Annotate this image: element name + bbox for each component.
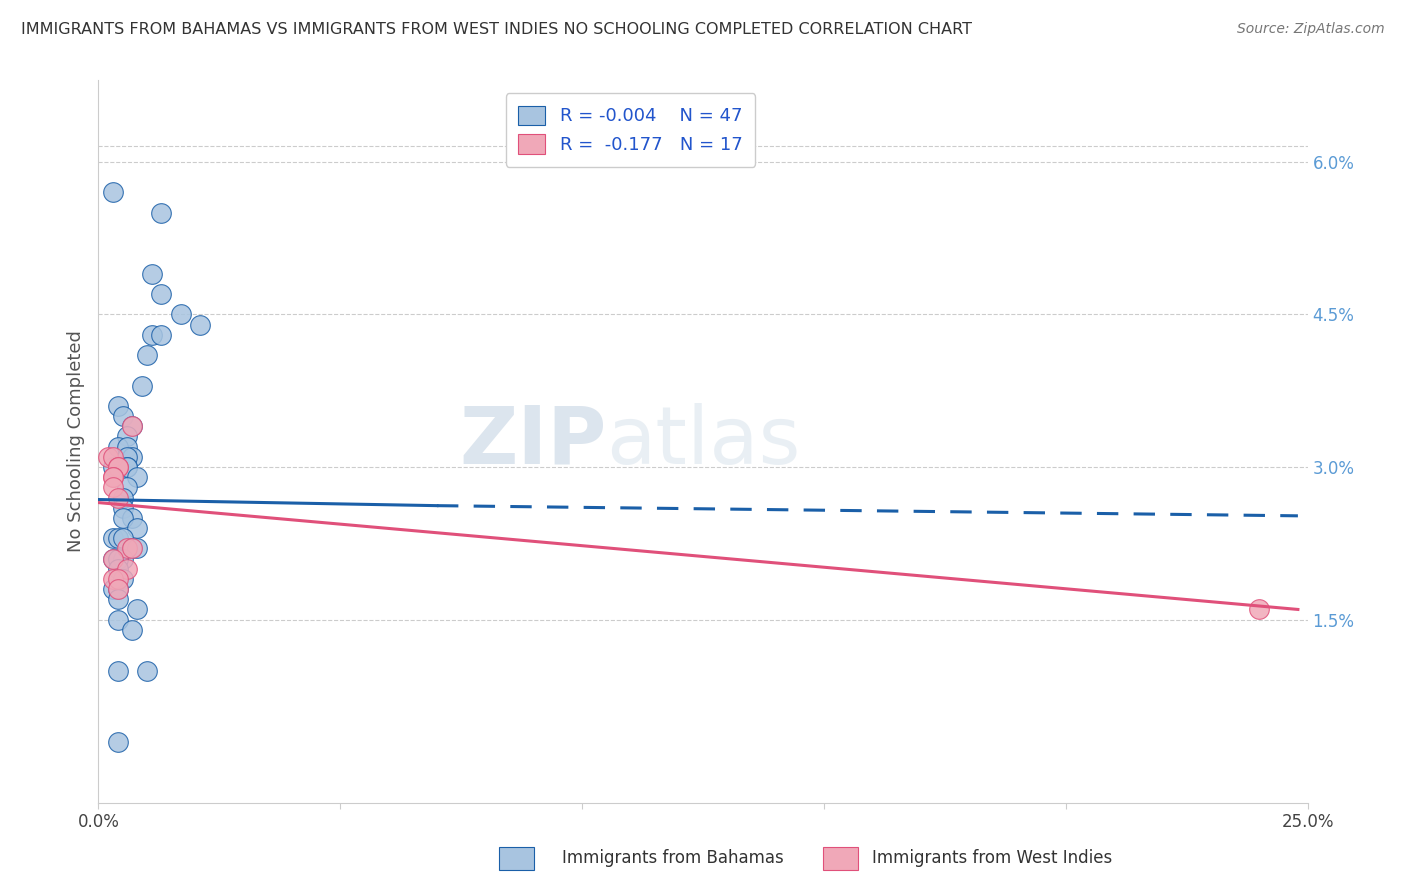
- Point: [107, 572, 129, 586]
- Point: [111, 491, 134, 505]
- Point: [117, 480, 139, 494]
- Point: [107, 460, 129, 475]
- Point: [111, 531, 134, 545]
- Point: [1249, 602, 1271, 616]
- Point: [121, 541, 143, 556]
- Point: [111, 511, 134, 525]
- Legend: R = -0.004    N = 47, R =  -0.177   N = 17: R = -0.004 N = 47, R = -0.177 N = 17: [506, 93, 755, 167]
- Point: [107, 735, 129, 749]
- Point: [127, 602, 149, 616]
- Point: [117, 460, 139, 475]
- Point: [117, 440, 139, 454]
- Point: [135, 348, 157, 362]
- Point: [101, 531, 124, 545]
- Point: [121, 419, 143, 434]
- Point: [107, 399, 129, 413]
- Point: [107, 531, 129, 545]
- Point: [97, 450, 120, 464]
- Point: [141, 327, 163, 342]
- Text: atlas: atlas: [606, 402, 800, 481]
- Point: [169, 307, 191, 321]
- Point: [121, 541, 143, 556]
- Point: [101, 185, 124, 199]
- Point: [101, 480, 124, 494]
- Point: [107, 440, 129, 454]
- Text: Immigrants from West Indies: Immigrants from West Indies: [872, 849, 1112, 867]
- Point: [127, 541, 149, 556]
- Point: [107, 460, 129, 475]
- Point: [150, 287, 173, 301]
- Point: [107, 592, 129, 607]
- Point: [107, 491, 129, 505]
- Point: [127, 521, 149, 535]
- Point: [107, 551, 129, 566]
- Point: [135, 664, 157, 678]
- Point: [101, 551, 124, 566]
- Text: ZIP: ZIP: [458, 402, 606, 481]
- Point: [111, 551, 134, 566]
- Text: Immigrants from Bahamas: Immigrants from Bahamas: [562, 849, 785, 867]
- Text: Source: ZipAtlas.com: Source: ZipAtlas.com: [1237, 22, 1385, 37]
- Point: [117, 460, 139, 475]
- Point: [107, 664, 129, 678]
- Point: [121, 450, 143, 464]
- Point: [111, 500, 134, 515]
- Point: [101, 551, 124, 566]
- Point: [101, 470, 124, 484]
- Point: [150, 205, 173, 219]
- Point: [107, 582, 129, 596]
- Point: [101, 450, 124, 464]
- Point: [101, 572, 124, 586]
- Point: [188, 318, 211, 332]
- Point: [117, 541, 139, 556]
- Point: [101, 582, 124, 596]
- Point: [101, 460, 124, 475]
- Point: [127, 470, 149, 484]
- Point: [101, 470, 124, 484]
- Point: [111, 409, 134, 423]
- Y-axis label: No Schooling Completed: No Schooling Completed: [66, 331, 84, 552]
- Point: [141, 267, 163, 281]
- Point: [107, 562, 129, 576]
- Point: [117, 562, 139, 576]
- Point: [117, 450, 139, 464]
- Point: [111, 572, 134, 586]
- Point: [150, 327, 173, 342]
- Point: [121, 511, 143, 525]
- Point: [121, 419, 143, 434]
- Point: [107, 613, 129, 627]
- Point: [107, 582, 129, 596]
- Point: [117, 429, 139, 443]
- Text: IMMIGRANTS FROM BAHAMAS VS IMMIGRANTS FROM WEST INDIES NO SCHOOLING COMPLETED CO: IMMIGRANTS FROM BAHAMAS VS IMMIGRANTS FR…: [21, 22, 972, 37]
- Point: [121, 623, 143, 637]
- Point: [131, 378, 153, 392]
